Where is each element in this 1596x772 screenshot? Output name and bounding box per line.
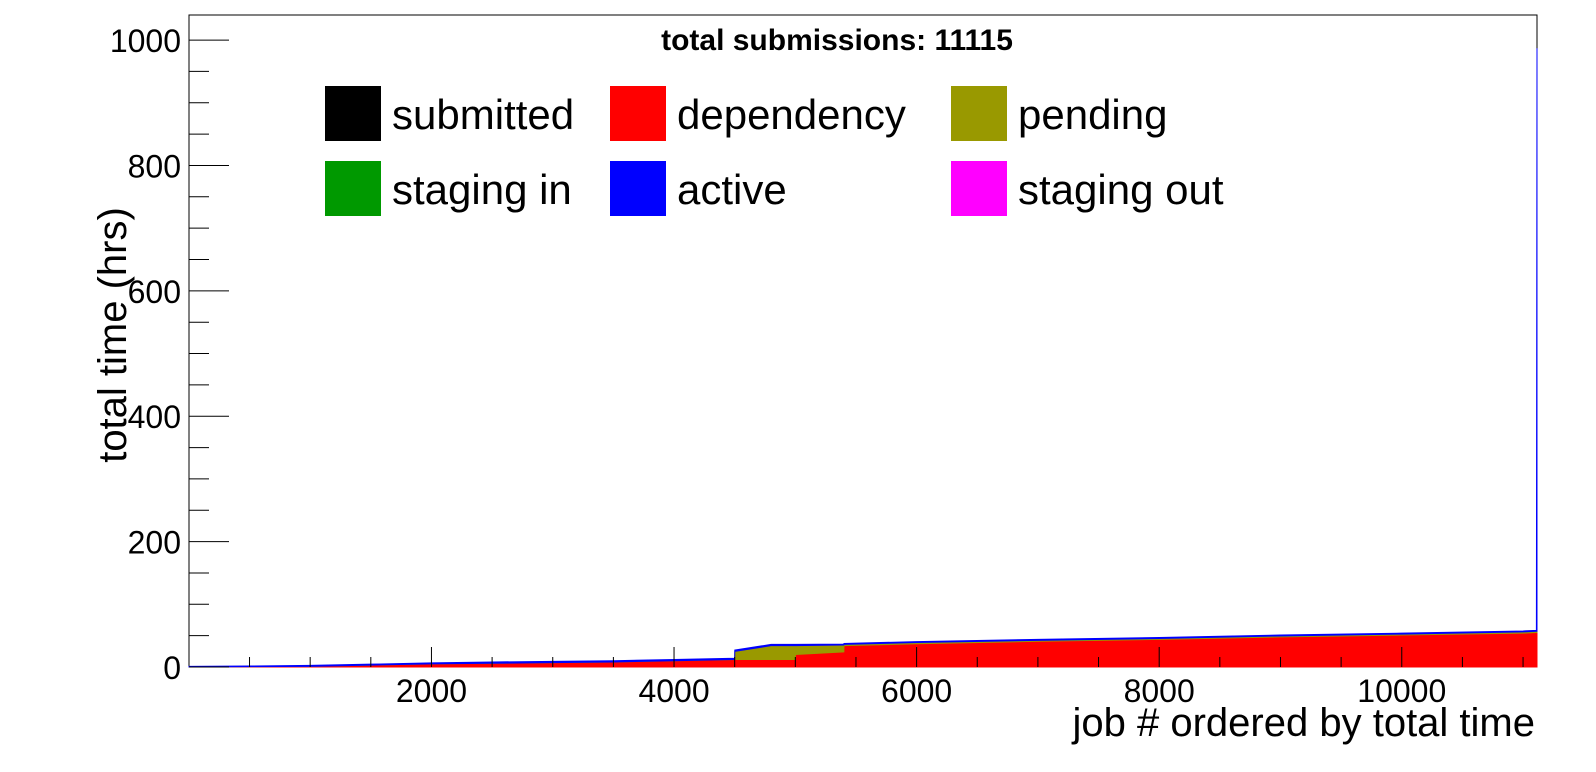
chart-title: total submissions: 11115 bbox=[661, 24, 1013, 57]
legend: submitted dependency pending staging in acti… bbox=[325, 86, 1224, 216]
x-axis-label: job # ordered by total time bbox=[1072, 701, 1535, 745]
x-tick-label: 6000 bbox=[881, 673, 952, 709]
legend-label: active bbox=[677, 166, 787, 213]
y-axis-label: total time (hrs) bbox=[91, 207, 135, 463]
y-tick-label: 400 bbox=[128, 399, 181, 435]
series-area-dependency bbox=[188, 632, 1538, 668]
y-tick-label: 1000 bbox=[110, 23, 181, 59]
legend-swatch bbox=[951, 161, 1007, 216]
y-tick-label: 800 bbox=[128, 148, 181, 184]
legend-swatch bbox=[951, 86, 1007, 141]
x-tick-label: 8000 bbox=[1124, 673, 1195, 709]
legend-swatch bbox=[325, 86, 381, 141]
axes: 0 200 400 600 800 1000 2000 4000 6000 8000 10000 bbox=[110, 23, 1524, 709]
x-tick-label: 2000 bbox=[396, 673, 467, 709]
x-tick-label: 4000 bbox=[638, 673, 709, 709]
series-areas bbox=[188, 48, 1538, 668]
legend-swatch bbox=[325, 161, 381, 216]
legend-label: dependency bbox=[677, 91, 906, 138]
y-tick-label: 0 bbox=[163, 650, 181, 686]
legend-label: staging out bbox=[1018, 166, 1224, 213]
y-tick-label: 200 bbox=[128, 525, 181, 561]
legend-label: staging in bbox=[392, 166, 572, 213]
legend-label: submitted bbox=[392, 91, 574, 138]
legend-label: pending bbox=[1018, 91, 1167, 138]
series-area-active bbox=[188, 48, 1538, 668]
legend-swatch bbox=[610, 86, 666, 141]
x-tick-label: 10000 bbox=[1357, 673, 1446, 709]
legend-swatch bbox=[610, 161, 666, 216]
y-tick-label: 600 bbox=[128, 274, 181, 310]
